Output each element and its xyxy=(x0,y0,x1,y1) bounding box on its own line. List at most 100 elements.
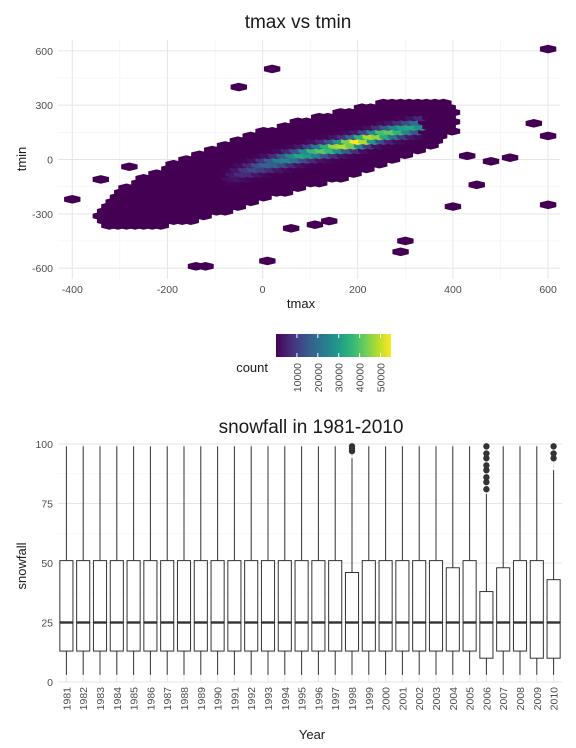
boxplot-x-tick-label: 1996 xyxy=(313,687,325,711)
boxplot-x-tick-label: 1983 xyxy=(95,687,107,711)
boxplot-outlier-point xyxy=(483,474,490,481)
boxplot-x-tick-label: 1991 xyxy=(229,687,241,711)
boxplot-box xyxy=(529,560,544,659)
boxplot-outlier-point xyxy=(550,455,557,462)
hexbin-y-tick-label: 300 xyxy=(35,100,53,112)
boxplot-x-tick-label: 1994 xyxy=(280,687,292,711)
count-legend: 10000 20000 30000 40000 50000 count xyxy=(236,334,391,392)
hexbin-outlier-cell xyxy=(306,220,324,229)
boxplot-box xyxy=(395,560,410,652)
boxplot-x-tick-label: 1986 xyxy=(145,687,157,711)
boxplot-box xyxy=(76,560,91,652)
boxplot-box xyxy=(193,560,208,652)
boxplot-x-tick-label: 2005 xyxy=(465,687,477,711)
boxplot-x-tick-label: 2010 xyxy=(549,687,561,711)
boxplot-x-tick-label: 1989 xyxy=(196,687,208,711)
hexbin-x-tick-label: -400 xyxy=(62,284,83,296)
count-legend-tick-label: 10000 xyxy=(292,363,304,392)
boxplot-x-tick-label: 2002 xyxy=(414,687,426,711)
boxplot-outlier-point xyxy=(483,462,490,469)
boxplot-outlier-point xyxy=(483,478,490,486)
boxplot-box xyxy=(160,560,175,652)
count-legend-tick-label: 20000 xyxy=(313,363,325,392)
boxplot-x-tick-label: 2000 xyxy=(381,687,393,711)
boxplot-box xyxy=(143,560,158,652)
hexbin-outlier-cell xyxy=(444,202,462,211)
boxplot-tick-labels: 0 25 50 75 100 1981 1982 1983 1984 1985 1986 1987 19… xyxy=(35,439,560,710)
hexbin-x-tick-label: 0 xyxy=(260,284,266,296)
hexbin-outlier-cell xyxy=(230,82,248,92)
hexbin-outlier-cell xyxy=(121,162,138,172)
hexbin-cell xyxy=(435,98,452,108)
boxplot-box xyxy=(260,560,276,652)
boxplot-x-tick-label: 1992 xyxy=(246,687,258,711)
hexbin-y-tick-label: 600 xyxy=(35,46,53,58)
boxplot-box xyxy=(361,560,376,652)
boxplot-y-tick-label: 100 xyxy=(35,439,53,451)
boxplot-x-tick-label: 2001 xyxy=(397,687,409,711)
boxplot-outlier-point xyxy=(483,455,490,462)
hexbin-outlier-cell xyxy=(539,200,557,210)
boxplot-x-tick-label: 1985 xyxy=(129,687,141,711)
boxplot-panel: 0 25 50 75 100 1981 1982 1983 1984 1985 1986 1987 19… xyxy=(14,417,562,742)
hexbin-outlier-cell xyxy=(321,216,338,226)
hexbin-x-tick-label: 200 xyxy=(349,284,367,296)
boxplot-box xyxy=(92,560,108,652)
boxplot-box xyxy=(412,560,427,652)
boxplot-x-tick-label: 1997 xyxy=(330,687,342,711)
hexbin-y-axis-label: tmin xyxy=(14,147,29,172)
hexbin-outlier-cell xyxy=(259,256,276,266)
boxplot-box xyxy=(428,560,444,652)
hexbin-outlier-cell xyxy=(501,153,519,162)
boxplot-box xyxy=(210,560,225,652)
hexbin-outlier-cell xyxy=(263,64,281,74)
boxplot-x-tick-label: 1998 xyxy=(347,687,359,711)
boxplot-box xyxy=(344,572,360,652)
boxplot-x-tick-label: 2003 xyxy=(431,687,443,711)
boxplot-box xyxy=(59,560,74,652)
boxplot-x-tick-label: 1982 xyxy=(78,687,90,711)
boxplot-outlier-point xyxy=(483,450,490,457)
hexbin-outlier-cell xyxy=(459,151,476,161)
boxplot-x-tick-label: 1990 xyxy=(213,687,225,711)
boxplot-box xyxy=(546,579,561,659)
hexbin-x-tick-label: 400 xyxy=(444,284,462,296)
boxplot-box xyxy=(512,560,528,652)
boxplot-x-tick-label: 1993 xyxy=(263,687,275,711)
boxplot-box xyxy=(496,567,511,652)
boxplot-y-tick-label: 75 xyxy=(41,499,53,511)
boxplot-outlier-point xyxy=(348,443,356,450)
boxplot-box xyxy=(176,560,192,652)
hexbin-outlier-cell xyxy=(397,236,414,246)
boxplot-box xyxy=(109,560,124,652)
hexbin-outlier-cell xyxy=(482,157,500,166)
hexbin-outlier-cell xyxy=(92,175,110,184)
boxplot-outlier-point xyxy=(550,443,557,450)
boxplot-y-tick-label: 0 xyxy=(47,677,53,689)
boxplot-box xyxy=(311,560,326,652)
hexbin-title: tmax vs tmin xyxy=(245,12,352,33)
hexbin-y-tick-label: 0 xyxy=(47,155,53,167)
count-legend-tick-label: 30000 xyxy=(334,363,346,392)
hexbin-y-tick-label: -600 xyxy=(32,263,53,275)
boxplot-box xyxy=(126,560,141,652)
boxplot-x-tick-label: 2006 xyxy=(481,687,493,711)
count-legend-tick-label: 50000 xyxy=(376,363,388,392)
boxplot-box xyxy=(227,560,242,652)
boxplot-outlier-point xyxy=(483,466,490,474)
hexbin-outlier-cell xyxy=(539,131,557,141)
hexbin-outlier-cell xyxy=(468,180,485,190)
count-legend-ticks: 10000 20000 30000 40000 50000 xyxy=(292,334,388,392)
boxplot-outlier-point xyxy=(483,443,490,450)
boxplot-x-tick-label: 1995 xyxy=(297,687,309,711)
boxplot-box xyxy=(378,560,393,652)
boxplot-box xyxy=(244,560,259,652)
hexbin-cells xyxy=(64,44,557,271)
hexbin-outlier-cell xyxy=(525,118,543,128)
hexbin-outlier-cell xyxy=(282,224,300,233)
boxplot-x-tick-label: 1987 xyxy=(162,687,174,711)
hexbin-outlier-cell xyxy=(187,262,205,271)
boxplot-x-tick-label: 2009 xyxy=(532,687,544,711)
boxplot-x-tick-label: 2004 xyxy=(448,687,460,711)
hexbin-outlier-cell xyxy=(64,195,81,204)
